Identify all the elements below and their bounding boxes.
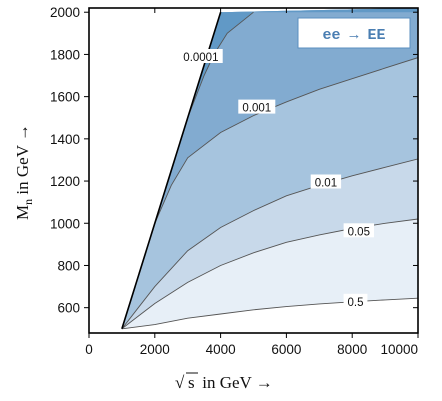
x-ticks: 0 2000 4000 6000 8000 10000: [85, 8, 419, 357]
contour-label-bg: [179, 49, 223, 63]
forbidden-region: [89, 8, 221, 333]
contour-label-bg: [343, 223, 374, 238]
x-tick-label: 10000: [380, 342, 418, 357]
y-axis-sub: n: [21, 199, 35, 205]
contour-label: 0.01: [315, 178, 337, 190]
y-axis-suffix: in GeV →: [13, 124, 32, 199]
y-axis-title: Mn in GeV →: [13, 124, 35, 220]
x-tick-label: 0: [85, 342, 93, 357]
legend-box: ee → EE: [297, 17, 411, 49]
x-axis-suffix: in GeV →: [198, 373, 273, 392]
y-tick-label: 1800: [50, 47, 80, 62]
contour-label: 0.5: [348, 297, 364, 309]
y-tick-label: 1600: [50, 90, 80, 105]
plot-frame: [88, 7, 419, 334]
y-tick-label: 2000: [50, 5, 80, 20]
x-axis-radicand: s: [188, 373, 195, 392]
x-tick-label: 6000: [271, 342, 301, 357]
contour-label: 0.05: [348, 226, 370, 238]
y-tick-label: 1000: [50, 216, 80, 231]
x-tick-label: 2000: [140, 342, 170, 357]
x-tick-label: 4000: [206, 342, 236, 357]
fill-band-3: [121, 8, 418, 329]
x-tick-label: 8000: [337, 342, 367, 357]
sqrt-symbol: √: [175, 373, 185, 392]
y-tick-label: 1400: [50, 132, 80, 147]
contour-label: 0.0001: [183, 52, 218, 64]
svg-text:Mn in GeV →: Mn in GeV →: [13, 124, 35, 220]
y-tick-label: 800: [57, 258, 80, 273]
contour-label-bg: [310, 174, 342, 189]
y-tick-label: 1200: [50, 174, 80, 189]
contour-line-0.001: [121, 57, 418, 329]
x-axis-title: √ s in GeV →: [175, 372, 273, 392]
y-tick-label: 600: [57, 301, 80, 316]
y-ticks: 600 800 1000 1200 1400 1600 1800 2000: [50, 5, 418, 316]
contour-fills: [89, 8, 418, 333]
contour-label-bg: [238, 99, 276, 114]
contour-labels: 0.5 0.05 0.01 0.001 0.0001: [179, 49, 374, 309]
contour-label: 0.001: [242, 103, 271, 115]
legend-label: ee → EE: [322, 27, 385, 44]
contour-line-0.5: [121, 297, 418, 330]
contour-label-bg: [343, 293, 368, 308]
threshold-line: [121, 11, 222, 330]
contour-line-0.01: [121, 158, 418, 330]
y-axis-main: M: [13, 205, 32, 220]
